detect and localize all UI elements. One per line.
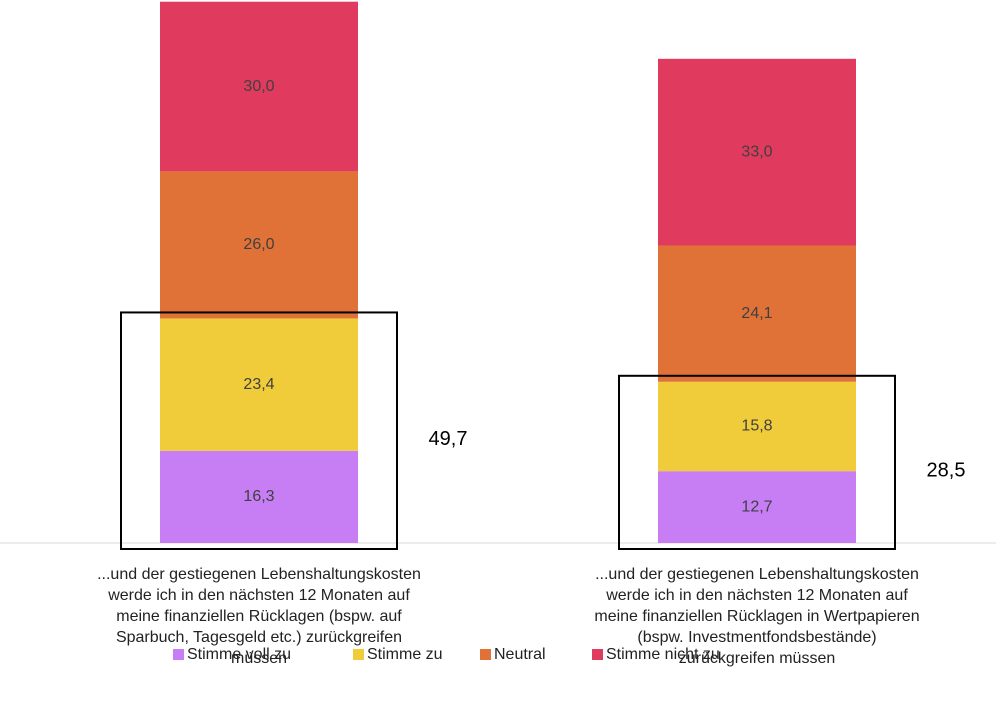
value-label: 23,4 xyxy=(243,376,274,393)
bar-segment xyxy=(160,318,358,451)
legend-label: Stimme voll zu xyxy=(187,646,291,663)
bar-segment xyxy=(658,245,856,382)
legend-label: Stimme zu xyxy=(367,646,443,663)
x-tick-label: ...und der gestiegenen Lebenshaltungskos… xyxy=(594,566,920,667)
value-label: 12,7 xyxy=(741,498,772,515)
legend-swatch xyxy=(592,649,603,660)
bar-segment xyxy=(160,171,358,319)
legend-label: Neutral xyxy=(494,646,546,663)
bar-segment xyxy=(658,381,856,472)
value-label: 33,0 xyxy=(741,143,772,160)
x-tick-label: ...und der gestiegenen Lebenshaltungskos… xyxy=(97,566,421,667)
bar-segment xyxy=(658,58,856,246)
value-label: 26,0 xyxy=(243,236,274,253)
value-label: 30,0 xyxy=(243,78,274,95)
legend-swatch xyxy=(173,649,184,660)
value-label: 24,1 xyxy=(741,305,772,322)
bar-segment xyxy=(160,1,358,172)
bar-segment xyxy=(160,450,358,543)
bar-segment xyxy=(658,471,856,543)
highlight-box xyxy=(618,374,896,550)
legend-label: Stimme nicht zu xyxy=(606,646,720,663)
highlight-box xyxy=(120,311,398,550)
legend-swatch xyxy=(480,649,491,660)
annotation: 28,5 xyxy=(927,460,966,482)
value-label: 15,8 xyxy=(741,418,772,435)
legend-swatch xyxy=(353,649,364,660)
annotation: 49,7 xyxy=(429,428,468,450)
value-label: 16,3 xyxy=(243,488,274,505)
